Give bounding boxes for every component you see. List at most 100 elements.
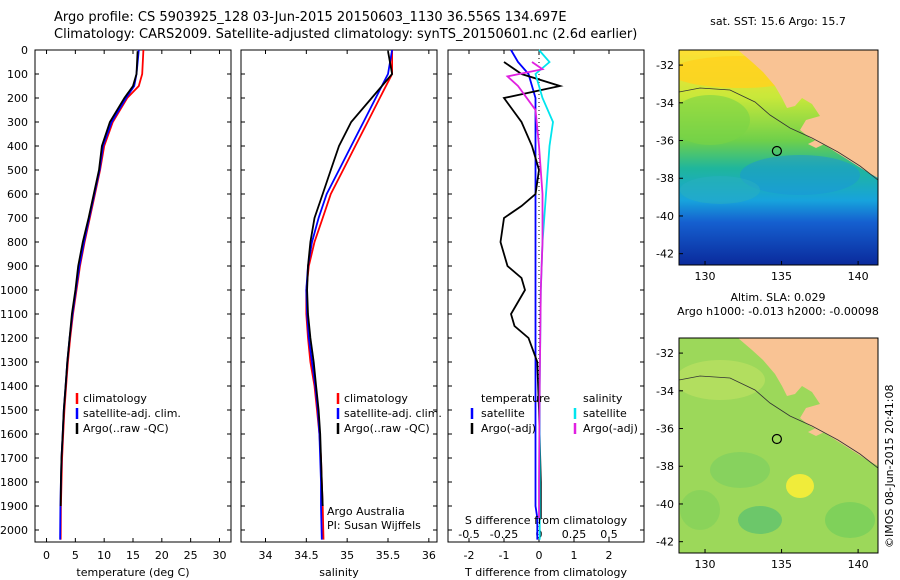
map-y-tick-label: -34 — [656, 97, 674, 110]
kangaroo-island — [808, 134, 833, 148]
legend-label-climatology: climatology — [344, 392, 408, 405]
map-y-tick-label: -38 — [656, 172, 674, 185]
x-tick-label: 30 — [212, 549, 226, 562]
temperature-legend: climatology satellite-adj. clim. Argo(..… — [75, 392, 181, 435]
x-tick-label: 25 — [184, 549, 198, 562]
temperature-series-climatology — [59, 49, 145, 540]
map-x-tick-label: 130 — [695, 270, 716, 283]
salinity-xlabel: salinity — [319, 566, 359, 579]
salinity-series-satellite-adj-clim — [305, 49, 393, 540]
depth-tick-label: 1000 — [0, 284, 28, 297]
sst-map-image — [679, 50, 878, 265]
x-tick-label: 1 — [571, 549, 578, 562]
top-tick-label: 0.5 — [600, 528, 618, 541]
x-tick-label: 5 — [72, 549, 79, 562]
map-y-tick-label: -34 — [656, 385, 674, 398]
temperature-xlabel: temperature (deg C) — [76, 566, 189, 579]
map-y-tick-label: -42 — [656, 248, 674, 261]
map-y-tick-label: -32 — [656, 347, 674, 360]
depth-tick-label: 1400 — [0, 380, 28, 393]
depth-tick-label: 1200 — [0, 332, 28, 345]
sla-land — [738, 338, 878, 466]
depth-tick-label: 200 — [7, 92, 28, 105]
differences-series-satellite — [510, 49, 539, 540]
difference-axes — [447, 49, 645, 543]
legend-label-s-satellite: satellite — [583, 407, 627, 420]
map-y-tick-label: -42 — [656, 536, 674, 549]
differences-series-argo-adj — [505, 61, 545, 518]
depth-tick-label: 0 — [21, 44, 28, 57]
map-y-tick-label: -38 — [656, 460, 674, 473]
depth-tick-label: 1100 — [0, 308, 28, 321]
map-x-tick-label: 135 — [771, 558, 792, 571]
depth-tick-label: 900 — [7, 260, 28, 273]
legend-title-salinity: salinity — [583, 392, 623, 405]
legend-label-argo: Argo(..raw -QC) — [344, 422, 430, 435]
top-tick-label: -0.25 — [490, 528, 518, 541]
x-tick-label: 20 — [155, 549, 169, 562]
salinity-legend: climatology satellite-adj. clim. Argo(..… — [336, 392, 442, 435]
depth-tick-label: 2000 — [0, 524, 28, 537]
depth-tick-label: 400 — [7, 140, 28, 153]
map-y-tick-label: -36 — [656, 135, 674, 148]
map-y-tick-label: -36 — [656, 423, 674, 436]
x-tick-label: 34.5 — [294, 549, 319, 562]
sst-map-title: sat. SST: 15.6 Argo: 15.7 — [710, 15, 846, 28]
depth-tick-label: 700 — [7, 212, 28, 225]
sla-map-title-line1: Altim. SLA: 0.029 — [730, 291, 825, 304]
plot-title-line1: Argo profile: CS 5903925_128 03-Jun-2015… — [54, 10, 567, 25]
map-y-tick-label: -40 — [656, 498, 674, 511]
depth-tick-label: 1900 — [0, 500, 28, 513]
depth-tick-label: 1700 — [0, 452, 28, 465]
difference-xlabel: T difference from climatology — [464, 566, 627, 579]
top-tick-label: 0.25 — [562, 528, 587, 541]
map-x-tick-label: 140 — [848, 270, 869, 283]
temperature-axes — [34, 49, 232, 543]
x-tick-label: 36 — [422, 549, 436, 562]
differences-series-satellite — [534, 49, 554, 540]
map-x-tick-label: 135 — [771, 270, 792, 283]
depth-tick-label: 500 — [7, 164, 28, 177]
legend-label-satellite: satellite-adj. clim. — [83, 407, 181, 420]
sla-bathymetry-contour — [679, 375, 878, 469]
sst-bathymetry-contour — [679, 87, 878, 181]
temperature-series-argo-raw-qc — [59, 51, 139, 507]
depth-tick-label: 1600 — [0, 428, 28, 441]
depth-tick-label: 1300 — [0, 356, 28, 369]
sla-map-title-line2: Argo h1000: -0.013 h2000: -0.00098 — [677, 305, 879, 318]
sst-land — [738, 50, 878, 178]
salinity-axes — [240, 49, 438, 543]
salinity-series-climatology — [305, 50, 394, 540]
sla-map-image — [679, 338, 878, 553]
top-tick-label: -0.5 — [458, 528, 479, 541]
copyright-stamp: ©IMOS 08-Jun-2015 20:41:08 — [883, 384, 896, 548]
difference-xlabel-top: S difference from climatology — [465, 514, 628, 527]
temperature-series-satellite-adj-clim — [59, 49, 140, 540]
x-tick-label: -2 — [464, 549, 475, 562]
map-x-tick-label: 140 — [848, 558, 869, 571]
legend-label-argo: Argo(..raw -QC) — [83, 422, 169, 435]
x-tick-label: 0 — [43, 549, 50, 562]
legend-label-t-satellite: satellite — [481, 407, 525, 420]
pi-note: PI: Susan Wijffels — [327, 519, 421, 532]
legend-title-temperature: temperature — [481, 392, 550, 405]
x-tick-label: 35 — [340, 549, 354, 562]
x-tick-label: 35.5 — [376, 549, 401, 562]
operator-note: Argo Australia — [327, 505, 405, 518]
x-tick-label: 10 — [97, 549, 111, 562]
salinity-series-argo-raw-qc — [306, 51, 394, 507]
depth-tick-label: 1500 — [0, 404, 28, 417]
depth-tick-label: 600 — [7, 188, 28, 201]
x-tick-label: 0 — [536, 549, 543, 562]
depth-tick-label: 1800 — [0, 476, 28, 489]
map-y-tick-label: -40 — [656, 210, 674, 223]
difference-legend: temperature satellite Argo(-adj) salinit… — [470, 392, 638, 435]
x-tick-label: -1 — [499, 549, 510, 562]
plot-title-line2: Climatology: CARS2009. Satellite-adjuste… — [54, 27, 638, 42]
sla-argo-position-marker — [771, 433, 783, 445]
legend-label-satellite: satellite-adj. clim. — [344, 407, 442, 420]
sst-argo-position-marker — [771, 145, 783, 157]
map-y-tick-label: -32 — [656, 59, 674, 72]
legend-label-t-argo: Argo(-adj) — [481, 422, 536, 435]
